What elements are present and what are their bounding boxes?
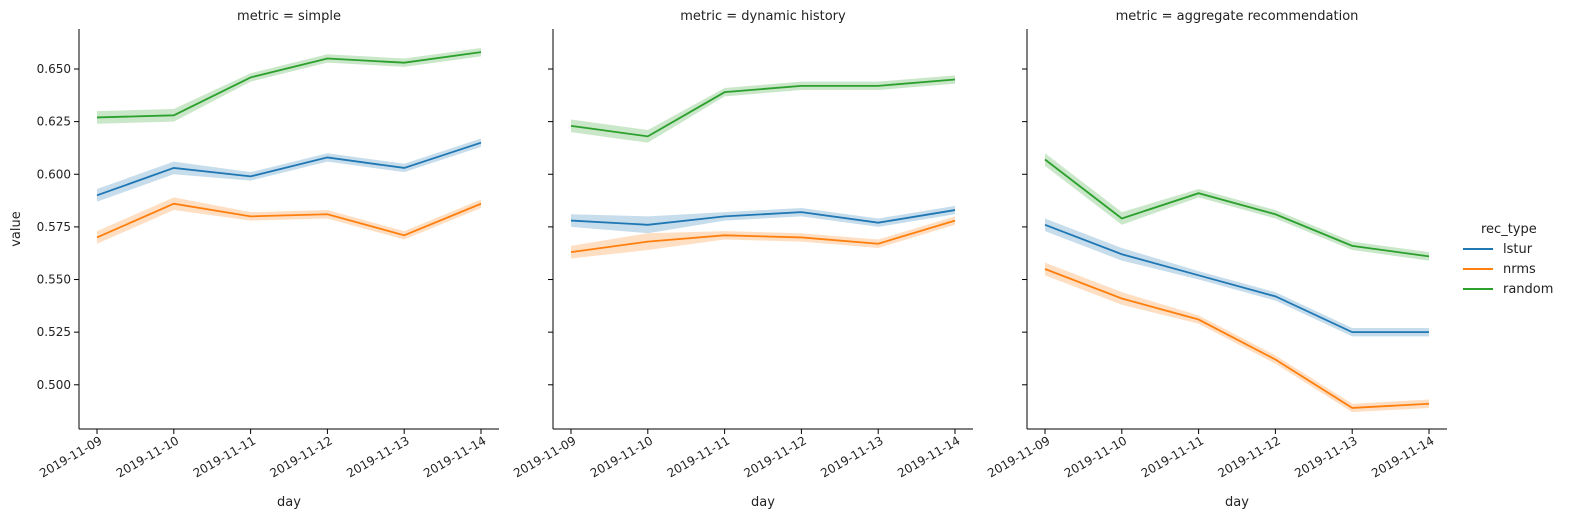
series-band-random	[97, 47, 481, 124]
facet-title: metric = simple	[237, 9, 341, 24]
series-line-nrms	[570, 219, 956, 254]
facet-title: metric = dynamic history	[680, 9, 846, 24]
y-tick-label: 0.650	[37, 62, 71, 76]
x-axis-title: day	[1225, 495, 1249, 510]
series-band-nrms	[571, 216, 955, 259]
x-tick-label: 2019-11-10	[114, 433, 181, 480]
series-band-lstur	[571, 205, 955, 234]
x-tick-label: 2019-11-10	[1062, 433, 1129, 480]
series-line-random	[96, 51, 482, 119]
x-tick-label: 2019-11-11	[665, 433, 732, 480]
series-band-random	[571, 75, 955, 143]
x-tick-label: 2019-11-14	[895, 433, 962, 480]
x-tick-label: 2019-11-09	[37, 433, 104, 480]
x-tick-label: 2019-11-12	[741, 433, 808, 480]
series-line-lstur	[1044, 223, 1429, 334]
series-band-nrms	[1045, 262, 1429, 413]
y-tick-label: 0.625	[37, 115, 71, 129]
panel-2: metric = aggregate recommendation 2019-11…	[985, 9, 1447, 510]
series-band-lstur	[1045, 218, 1429, 337]
legend-title: rec_type	[1481, 222, 1537, 237]
y-tick-label: 0.575	[37, 220, 71, 234]
x-tick-label: 2019-11-10	[588, 433, 655, 480]
series-line-lstur	[570, 209, 956, 226]
legend-label-lstur: lstur	[1503, 242, 1533, 257]
series-band-nrms	[97, 197, 481, 244]
x-tick-label: 2019-11-09	[511, 433, 578, 480]
x-tick-label: 2019-11-14	[421, 433, 488, 480]
series-line-nrms	[96, 202, 482, 239]
x-tick-label: 2019-11-11	[191, 433, 258, 480]
x-tick-label: 2019-11-13	[1292, 433, 1359, 480]
x-axis-title: day	[751, 495, 775, 510]
x-tick-label: 2019-11-09	[985, 433, 1052, 480]
legend-label-nrms: nrms	[1503, 262, 1536, 277]
facet-title: metric = aggregate recommendation	[1116, 9, 1359, 24]
y-tick-label: 0.600	[37, 167, 71, 181]
series-band-random	[1045, 153, 1429, 261]
series-band-lstur	[97, 138, 481, 202]
series-line-lstur	[96, 141, 482, 197]
x-tick-label: 2019-11-13	[818, 433, 885, 480]
series-line-nrms	[1044, 268, 1430, 409]
y-tick-label: 0.525	[37, 325, 71, 339]
series-line-random	[1044, 158, 1430, 258]
x-tick-label: 2019-11-12	[267, 433, 334, 480]
x-axis-title: day	[277, 495, 301, 510]
x-tick-label: 2019-11-13	[344, 433, 411, 480]
x-tick-label: 2019-11-14	[1369, 433, 1436, 480]
series-line-random	[570, 78, 956, 138]
y-tick-label: 0.500	[37, 378, 71, 392]
legend-label-random: random	[1503, 282, 1553, 297]
panel-0: metric = simple 0.500 0.525 0.550 0.575 0.600…	[9, 9, 499, 510]
x-tick-label: 2019-11-12	[1215, 433, 1282, 480]
x-tick-label: 2019-11-11	[1139, 433, 1206, 480]
y-tick-label: 0.550	[37, 273, 71, 287]
y-axis-title: value	[9, 211, 24, 247]
